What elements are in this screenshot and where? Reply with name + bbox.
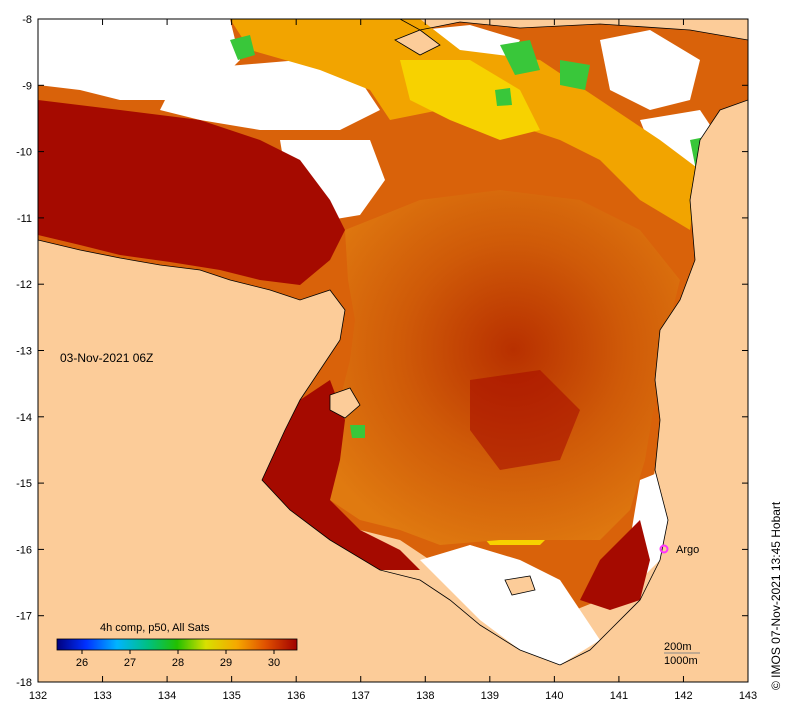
sst-hot-core <box>470 370 580 470</box>
y-tick-label: -16 <box>16 544 32 556</box>
x-axis: 132 133 134 135 136 137 138 139 140 141 142 143 <box>29 19 757 702</box>
y-tick-label: -10 <box>16 147 32 159</box>
y-axis: -8 -9 -10 -11 -12 -13 -14 -15 -16 -17 -18 <box>16 14 748 689</box>
credit-text: © IMOS 07-Nov-2021 13:45 Hobart <box>769 501 783 690</box>
y-tick-label: -12 <box>16 279 32 291</box>
contour-1000m-label: 1000m <box>664 655 698 667</box>
x-tick-label: 133 <box>93 690 111 702</box>
cape-york-land <box>560 100 748 682</box>
groote-eylandt <box>330 388 360 418</box>
colorbar-gradient <box>56 638 298 651</box>
colorbar-tick-label: 26 <box>76 657 88 669</box>
gulf-body <box>310 190 680 545</box>
argo-marker-icon[interactable] <box>659 544 669 554</box>
x-tick-label: 132 <box>29 690 47 702</box>
colorbar-tick-label: 29 <box>220 657 232 669</box>
sst-hot-west-coast <box>262 380 420 570</box>
y-tick-label: -17 <box>16 611 32 623</box>
x-tick-label: 136 <box>287 690 305 702</box>
sst-cool-patch <box>400 60 540 140</box>
y-tick-label: -13 <box>16 346 32 358</box>
colorbar-title: 4h comp, p50, All Sats <box>100 622 210 634</box>
colorbar: 4h comp, p50, All Sats 26 27 28 29 30 <box>56 622 298 669</box>
argo-label: Argo <box>676 544 699 556</box>
arnhem-land <box>38 240 560 682</box>
contour-200m-label: 200m <box>664 641 692 653</box>
y-tick-label: -18 <box>16 677 32 689</box>
x-tick-label: 143 <box>739 690 757 702</box>
y-tick-label: -15 <box>16 478 32 490</box>
x-tick-label: 139 <box>481 690 499 702</box>
timestamp-label: 03-Nov-2021 06Z <box>60 351 153 365</box>
x-tick-label: 137 <box>352 690 370 702</box>
x-tick-label: 140 <box>545 690 563 702</box>
y-tick-label: -9 <box>22 80 32 92</box>
y-tick-label: -8 <box>22 14 32 26</box>
coastlines <box>38 19 748 666</box>
x-tick-label: 135 <box>222 690 240 702</box>
x-tick-label: 141 <box>610 690 628 702</box>
colorbar-tick-label: 27 <box>124 657 136 669</box>
colorbar-tick-label: 30 <box>268 657 280 669</box>
sst-hot-east-coast <box>580 520 650 610</box>
sst-hot-west <box>38 100 345 285</box>
wessel-islands <box>395 30 440 55</box>
contour-legend: 200m 1000m <box>664 641 700 667</box>
x-tick-label: 134 <box>158 690 176 702</box>
mornington-island <box>505 576 535 595</box>
colorbar-tick-label: 28 <box>172 657 184 669</box>
y-tick-label: -11 <box>17 213 32 225</box>
x-tick-label: 142 <box>674 690 692 702</box>
x-tick-label: 138 <box>416 690 434 702</box>
y-tick-label: -14 <box>16 412 32 424</box>
argo-float[interactable]: Argo <box>659 544 700 556</box>
sst-warm-north <box>230 19 700 230</box>
